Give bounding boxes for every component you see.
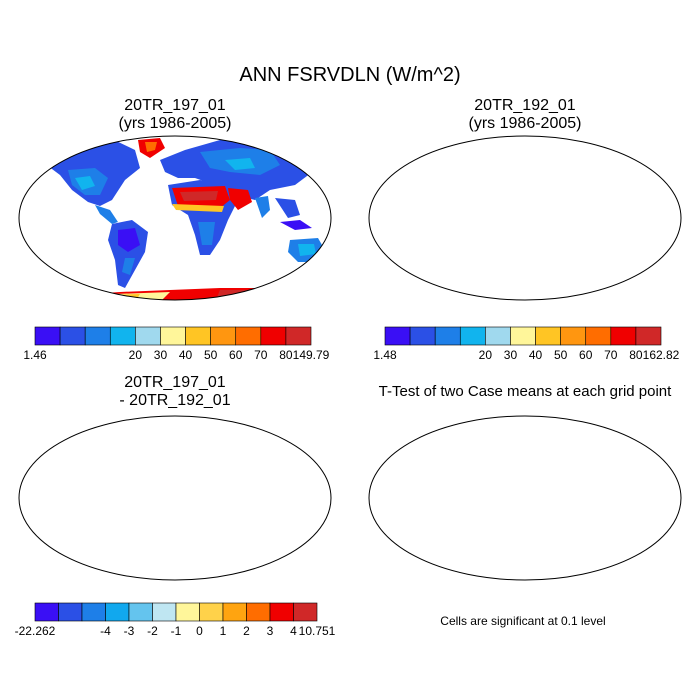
colorbar-swatch — [175, 602, 200, 622]
case2-title-line1: 20TR_192_01 — [474, 97, 576, 114]
colorbar-swatch — [34, 602, 59, 622]
colorbar-swatch — [81, 602, 106, 622]
colorbar-tick-label: -3 — [124, 624, 135, 638]
colorbar-max-label: 149.79 — [293, 348, 330, 362]
panel-title-difference: 20TR_197_01 - 20TR_192_01 — [25, 374, 325, 410]
colorbar-swatch — [459, 326, 486, 346]
colorbar-tick-label: 2 — [243, 624, 250, 638]
colorbar-tick-label: 50 — [204, 348, 218, 362]
colorbar-swatch — [128, 602, 153, 622]
colorbar-swatch — [610, 326, 637, 346]
colorbar-tick-label: -2 — [147, 624, 158, 638]
difference-title-line1: 20TR_197_01 — [124, 374, 226, 391]
colorbar-swatch — [199, 602, 224, 622]
colorbar-tick-label: 60 — [579, 348, 593, 362]
colorbar-tick-label: 30 — [154, 348, 168, 362]
colorbar-swatch — [246, 602, 271, 622]
colorbar-swatch — [160, 326, 186, 346]
colorbar-tick-label: -1 — [171, 624, 182, 638]
colorbar-swatch — [585, 326, 612, 346]
colorbar-swatch — [285, 326, 312, 346]
colorbar-min-label: -22.262 — [15, 624, 56, 638]
colorbar-case2: 1.48 20 30 40 50 60 70 80 162.82 — [373, 326, 680, 362]
case2-title-line2: (yrs 1986-2005) — [468, 115, 582, 132]
colorbar-tick-label: 50 — [554, 348, 568, 362]
colorbar-swatch — [535, 326, 561, 346]
colorbar-swatch — [269, 602, 294, 622]
colorbar-swatch — [384, 326, 411, 346]
colorbar-case1: 1.46 20 30 40 50 60 70 80 149.79 — [23, 326, 330, 362]
colorbar-swatch — [109, 326, 136, 346]
case1-title-line2: (yrs 1986-2005) — [118, 115, 232, 132]
colorbar-swatch — [635, 326, 662, 346]
colorbar-max-label: 10.751 — [299, 624, 336, 638]
colorbar-tick-label: 40 — [529, 348, 543, 362]
colorbar-tick-label: 30 — [504, 348, 518, 362]
colorbar-swatch — [105, 602, 130, 622]
colorbar-swatch — [235, 326, 262, 346]
colorbar-tick-label: 3 — [267, 624, 274, 638]
colorbar-swatch — [409, 326, 436, 346]
colorbar-swatch — [260, 326, 287, 346]
figure-title: ANN FSRVDLN (W/m^2) — [239, 64, 461, 86]
colorbar-swatch — [59, 326, 86, 346]
colorbar-swatch — [84, 326, 111, 346]
map-case1 — [18, 135, 332, 301]
colorbar-tick-label: 80 — [279, 348, 293, 362]
colorbar-tick-label: 70 — [604, 348, 618, 362]
colorbar-swatch — [434, 326, 461, 346]
colorbar-swatch — [510, 326, 536, 346]
colorbar-tick-label: 40 — [179, 348, 193, 362]
colorbar-swatch — [185, 326, 211, 346]
colorbar-tick-label: 4 — [290, 624, 297, 638]
case1-title-line1: 20TR_197_01 — [124, 97, 226, 114]
colorbar-difference: -22.262 -4 -3 -2 -1 0 1 2 3 4 10.751 — [15, 602, 336, 638]
colorbar-swatch — [58, 602, 83, 622]
map-ttest — [368, 415, 682, 581]
colorbar-min-label: 1.48 — [373, 348, 397, 362]
colorbar-tick-label: 20 — [129, 348, 143, 362]
map-difference — [18, 415, 332, 581]
colorbar-swatch — [293, 602, 318, 622]
colorbar-tick-label: -4 — [100, 624, 111, 638]
map-case2 — [368, 135, 682, 301]
colorbar-swatch — [222, 602, 247, 622]
colorbar-tick-label: 20 — [479, 348, 493, 362]
colorbar-min-label: 1.46 — [23, 348, 47, 362]
panel-title-case1: 20TR_197_01 (yrs 1986-2005) — [25, 97, 325, 133]
difference-title-line2: - 20TR_192_01 — [119, 392, 231, 409]
colorbar-swatch — [34, 326, 61, 346]
panel-title-case2: 20TR_192_01 (yrs 1986-2005) — [375, 97, 675, 133]
colorbar-tick-label: 80 — [629, 348, 643, 362]
ttest-note: Cells are significant at 0.1 level — [440, 614, 606, 628]
colorbar-swatch — [135, 326, 161, 346]
panel-title-ttest: T-Test of two Case means at each grid po… — [378, 383, 672, 400]
colorbar-tick-label: 70 — [254, 348, 268, 362]
colorbar-tick-label: 1 — [220, 624, 227, 638]
colorbar-swatch — [152, 602, 177, 622]
colorbar-tick-label: 60 — [229, 348, 243, 362]
colorbar-swatch — [560, 326, 587, 346]
colorbar-swatch — [210, 326, 237, 346]
colorbar-max-label: 162.82 — [643, 348, 680, 362]
colorbar-tick-label: 0 — [196, 624, 203, 638]
colorbar-swatch — [485, 326, 511, 346]
